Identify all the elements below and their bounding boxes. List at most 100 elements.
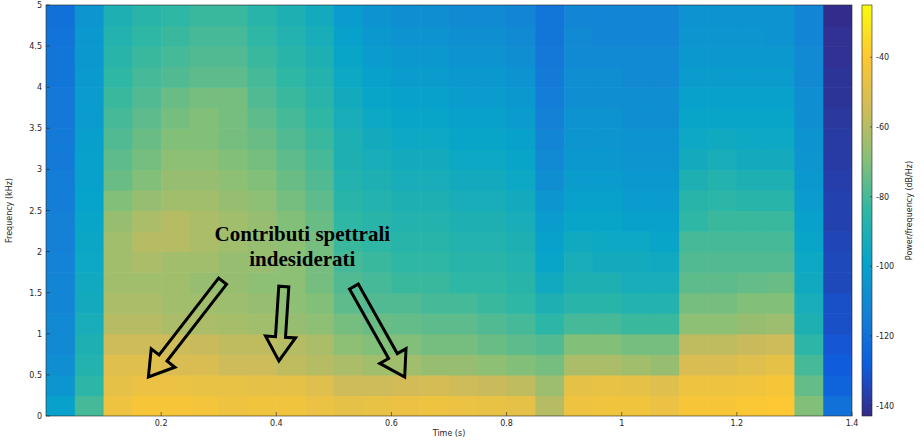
cell [104, 272, 133, 293]
y-tick [46, 210, 50, 211]
cell [766, 169, 795, 190]
colorbar-tick [870, 405, 872, 406]
cell [46, 272, 75, 293]
cell [823, 272, 852, 293]
cell [363, 128, 392, 149]
cell [75, 334, 104, 355]
cell [794, 211, 823, 232]
cell [305, 190, 334, 211]
cell [334, 169, 363, 190]
cell [391, 108, 420, 129]
cell [46, 252, 75, 273]
cell [363, 26, 392, 47]
cell [535, 87, 564, 108]
cell [478, 169, 507, 190]
cell [132, 190, 161, 211]
cell [507, 26, 536, 47]
cell [708, 395, 737, 416]
cell [161, 149, 190, 170]
cell [248, 272, 277, 293]
cell [363, 190, 392, 211]
cell [535, 169, 564, 190]
cell [104, 26, 133, 47]
cell [507, 128, 536, 149]
cell [46, 395, 75, 416]
cell [46, 26, 75, 47]
cell [363, 5, 392, 26]
cell [75, 67, 104, 88]
cell [679, 231, 708, 252]
cell [794, 354, 823, 375]
cell [622, 46, 651, 67]
cell [507, 293, 536, 314]
cell [276, 26, 305, 47]
cell [334, 395, 363, 416]
cell [708, 293, 737, 314]
cell [391, 26, 420, 47]
cell [737, 128, 766, 149]
cell [420, 293, 449, 314]
cell [679, 395, 708, 416]
cell [766, 5, 795, 26]
colorbar-tick-label: -80 [876, 193, 889, 202]
cell [823, 108, 852, 129]
cell [363, 169, 392, 190]
y-tick-label: 1.5 [29, 289, 42, 298]
cell [651, 190, 680, 211]
cell [737, 272, 766, 293]
y-tick-label: 3 [37, 165, 42, 174]
cell [248, 149, 277, 170]
cell [507, 252, 536, 273]
cell [75, 128, 104, 149]
cell [104, 190, 133, 211]
cell [478, 108, 507, 129]
cell [622, 211, 651, 232]
cell [190, 375, 219, 396]
annotation-arrow [148, 278, 226, 377]
cell [766, 67, 795, 88]
cell [363, 87, 392, 108]
cell [75, 5, 104, 26]
cell [478, 272, 507, 293]
cell [507, 149, 536, 170]
cell [190, 128, 219, 149]
cell [564, 211, 593, 232]
cell [305, 128, 334, 149]
cell [478, 211, 507, 232]
cell [334, 190, 363, 211]
cell [248, 46, 277, 67]
cell [679, 190, 708, 211]
cell [651, 334, 680, 355]
cell [478, 252, 507, 273]
cell [766, 313, 795, 334]
cell [794, 108, 823, 129]
cell [449, 252, 478, 273]
cell [708, 252, 737, 273]
cell [363, 252, 392, 273]
cell [161, 26, 190, 47]
cell [766, 231, 795, 252]
cell [449, 293, 478, 314]
cell [46, 190, 75, 211]
colorbar-tick [870, 57, 872, 58]
cell [334, 375, 363, 396]
cell [564, 67, 593, 88]
cell [593, 149, 622, 170]
cell [449, 5, 478, 26]
cell [219, 67, 248, 88]
cell [449, 231, 478, 252]
x-axis-title: Time (s) [432, 429, 466, 438]
cell [794, 67, 823, 88]
cell [794, 375, 823, 396]
cell [507, 5, 536, 26]
x-tick [276, 412, 277, 416]
cell [305, 149, 334, 170]
cell [823, 87, 852, 108]
cell [190, 149, 219, 170]
cell [737, 87, 766, 108]
cell [593, 67, 622, 88]
cell [507, 354, 536, 375]
cell [564, 46, 593, 67]
cell [132, 5, 161, 26]
cell [478, 334, 507, 355]
